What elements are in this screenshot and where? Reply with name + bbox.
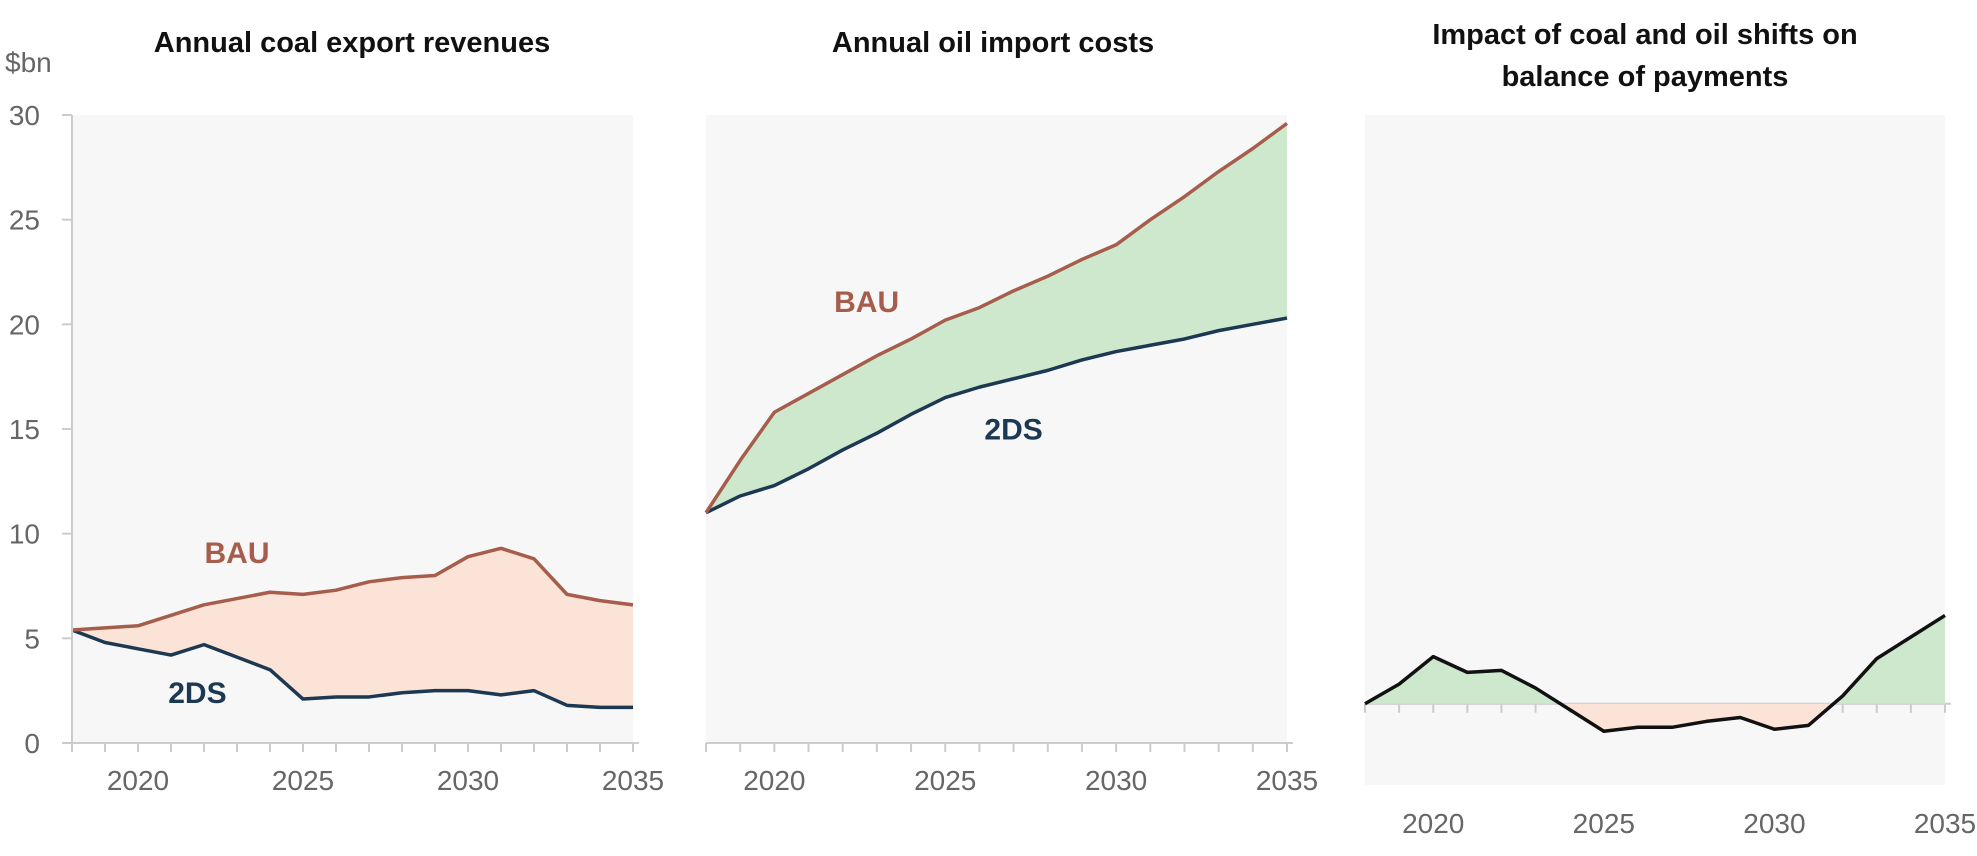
x-tick-label: 2025	[914, 765, 976, 796]
x-tick-label: 2035	[602, 765, 664, 796]
y-axis-unit-label: $bn	[5, 47, 52, 78]
panel-title: Impact of coal and oil shifts on	[1432, 19, 1857, 51]
x-tick-label: 2025	[1573, 808, 1635, 839]
series-label-2ds: 2DS	[984, 413, 1042, 446]
series-line-2ds	[705, 316, 1288, 515]
x-tick-label: 2030	[1743, 808, 1805, 839]
x-tick-label: 2030	[1085, 765, 1147, 796]
y-tick-label: 20	[9, 309, 40, 340]
x-tick-label: 2035	[1256, 765, 1318, 796]
positive-impact-area	[1365, 656, 1561, 704]
series-label-bau: BAU	[205, 537, 270, 570]
series-label-2ds: 2DS	[168, 677, 226, 710]
panel-title: Annual coal export revenues	[154, 27, 550, 59]
x-tick-label: 2030	[437, 765, 499, 796]
y-tick-label: 25	[9, 205, 40, 236]
x-tick-label: 2035	[1914, 808, 1976, 839]
y-tick-label: 30	[9, 100, 40, 131]
y-tick-label: 15	[9, 414, 40, 445]
y-tick-label: 10	[9, 519, 40, 550]
panel-title: balance of payments	[1502, 61, 1789, 93]
series-line-bau	[71, 546, 634, 632]
x-tick-label: 2025	[272, 765, 334, 796]
gap-area	[706, 123, 1287, 513]
x-tick-label: 2020	[1402, 808, 1464, 839]
series-label-bau: BAU	[834, 286, 899, 319]
positive-impact-area	[1833, 615, 1945, 704]
y-tick-label: 5	[24, 623, 40, 654]
x-tick-label: 2020	[743, 765, 805, 796]
series-line-impact	[1364, 613, 1946, 733]
series-line-bau	[704, 121, 1289, 514]
x-tick-label: 2020	[107, 765, 169, 796]
gap-area	[72, 548, 633, 708]
series-line-2ds	[71, 628, 633, 710]
panel-title: Annual oil import costs	[832, 27, 1154, 59]
y-tick-label: 0	[24, 728, 40, 759]
